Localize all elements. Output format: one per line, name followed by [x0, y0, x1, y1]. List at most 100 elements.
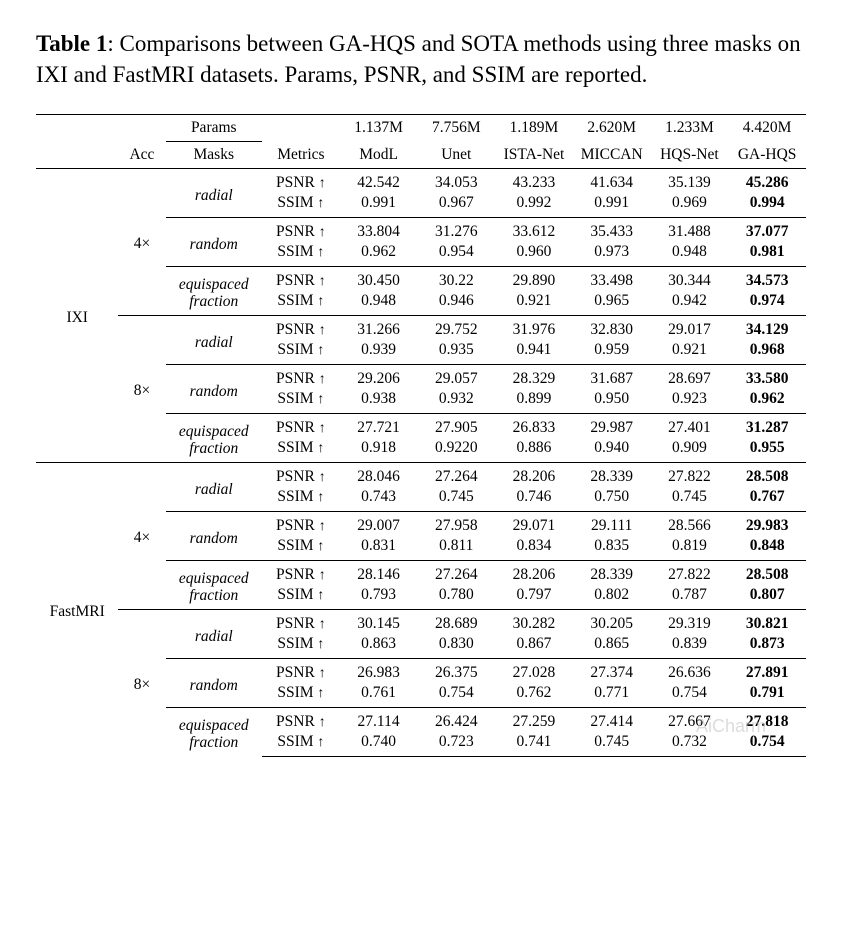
value-cell: 27.259 — [495, 708, 573, 733]
up-arrow-icon: ↑ — [317, 392, 324, 407]
value-cell: 34.573 — [728, 267, 806, 292]
value-cell: 27.822 — [651, 561, 729, 586]
metric-cell: PSNR ↑ — [262, 414, 340, 439]
method-header-row: Acc Masks Metrics ModL Unet ISTA-Net MIC… — [36, 142, 806, 169]
value-cell: 0.992 — [495, 193, 573, 218]
value-cell: 30.344 — [651, 267, 729, 292]
value-cell: 27.028 — [495, 659, 573, 684]
value-cell: 0.740 — [340, 732, 418, 757]
up-arrow-icon: ↑ — [319, 666, 326, 681]
up-arrow-icon: ↑ — [317, 686, 324, 701]
value-cell: 0.867 — [495, 634, 573, 659]
param-val: 1.137M — [340, 115, 418, 142]
value-cell: 0.741 — [495, 732, 573, 757]
value-cell: 0.921 — [495, 291, 573, 316]
value-cell: 0.954 — [417, 242, 495, 267]
value-cell: 26.375 — [417, 659, 495, 684]
up-arrow-icon: ↑ — [319, 176, 326, 191]
value-cell: 0.873 — [728, 634, 806, 659]
value-cell: 33.580 — [728, 365, 806, 390]
col-metrics: Metrics — [262, 142, 340, 169]
value-cell: 0.771 — [573, 683, 651, 708]
value-cell: 28.146 — [340, 561, 418, 586]
value-cell: 0.797 — [495, 585, 573, 610]
table-row: 8×radialPSNR ↑30.14528.68930.28230.20529… — [36, 610, 806, 635]
value-cell: 30.282 — [495, 610, 573, 635]
metric-cell: PSNR ↑ — [262, 659, 340, 684]
value-cell: 0.787 — [651, 585, 729, 610]
value-cell: 0.962 — [728, 389, 806, 414]
up-arrow-icon: ↑ — [317, 490, 324, 505]
value-cell: 34.129 — [728, 316, 806, 341]
value-cell: 0.938 — [340, 389, 418, 414]
metric-cell: SSIM ↑ — [262, 193, 340, 218]
mask-cell: radial — [166, 463, 263, 512]
mask-cell: equispacedfraction — [166, 414, 263, 463]
value-cell: 0.830 — [417, 634, 495, 659]
value-cell: 30.205 — [573, 610, 651, 635]
up-arrow-icon: ↑ — [319, 470, 326, 485]
value-cell: 31.976 — [495, 316, 573, 341]
value-cell: 43.233 — [495, 169, 573, 194]
up-arrow-icon: ↑ — [319, 323, 326, 338]
value-cell: 33.498 — [573, 267, 651, 292]
value-cell: 26.636 — [651, 659, 729, 684]
value-cell: 29.983 — [728, 512, 806, 537]
metric-cell: PSNR ↑ — [262, 218, 340, 243]
value-cell: 0.909 — [651, 438, 729, 463]
value-cell: 0.839 — [651, 634, 729, 659]
value-cell: 35.139 — [651, 169, 729, 194]
value-cell: 0.935 — [417, 340, 495, 365]
up-arrow-icon: ↑ — [317, 735, 324, 750]
value-cell: 31.276 — [417, 218, 495, 243]
up-arrow-icon: ↑ — [317, 294, 324, 309]
value-cell: 0.948 — [340, 291, 418, 316]
value-cell: 33.804 — [340, 218, 418, 243]
value-cell: 28.697 — [651, 365, 729, 390]
value-cell: 0.932 — [417, 389, 495, 414]
value-cell: 45.286 — [728, 169, 806, 194]
value-cell: 26.833 — [495, 414, 573, 439]
value-cell: 42.542 — [340, 169, 418, 194]
value-cell: 0.743 — [340, 487, 418, 512]
value-cell: 0.946 — [417, 291, 495, 316]
mask-cell: equispacedfraction — [166, 267, 263, 316]
dataset-cell: FastMRI — [36, 463, 118, 757]
col-gahqs: GA-HQS — [728, 142, 806, 169]
up-arrow-icon: ↑ — [319, 421, 326, 436]
value-cell: 27.401 — [651, 414, 729, 439]
param-val: 4.420M — [728, 115, 806, 142]
value-cell: 0.831 — [340, 536, 418, 561]
value-cell: 27.264 — [417, 463, 495, 488]
params-row: Params 1.137M 7.756M 1.189M 2.620M 1.233… — [36, 115, 806, 142]
col-acc: Acc — [118, 142, 165, 169]
value-cell: 0.802 — [573, 585, 651, 610]
value-cell: 30.145 — [340, 610, 418, 635]
metric-cell: SSIM ↑ — [262, 732, 340, 757]
value-cell: 0.921 — [651, 340, 729, 365]
value-cell: 0.819 — [651, 536, 729, 561]
value-cell: 0.750 — [573, 487, 651, 512]
value-cell: 29.987 — [573, 414, 651, 439]
up-arrow-icon: ↑ — [319, 715, 326, 730]
value-cell: 33.612 — [495, 218, 573, 243]
value-cell: 26.983 — [340, 659, 418, 684]
value-cell: 0.835 — [573, 536, 651, 561]
value-cell: 0.962 — [340, 242, 418, 267]
mask-cell: random — [166, 218, 263, 267]
metric-cell: PSNR ↑ — [262, 316, 340, 341]
table-row: 8×radialPSNR ↑31.26629.75231.97632.83029… — [36, 316, 806, 341]
value-cell: 0.941 — [495, 340, 573, 365]
acc-cell: 8× — [118, 316, 165, 463]
value-cell: 27.958 — [417, 512, 495, 537]
value-cell: 27.114 — [340, 708, 418, 733]
value-cell: 0.950 — [573, 389, 651, 414]
value-cell: 0.967 — [417, 193, 495, 218]
value-cell: 30.821 — [728, 610, 806, 635]
value-cell: 0.754 — [417, 683, 495, 708]
value-cell: 0.973 — [573, 242, 651, 267]
caption-text: : Comparisons between GA-HQS and SOTA me… — [36, 31, 801, 87]
value-cell: 29.319 — [651, 610, 729, 635]
value-cell: 28.339 — [573, 561, 651, 586]
value-cell: 32.830 — [573, 316, 651, 341]
